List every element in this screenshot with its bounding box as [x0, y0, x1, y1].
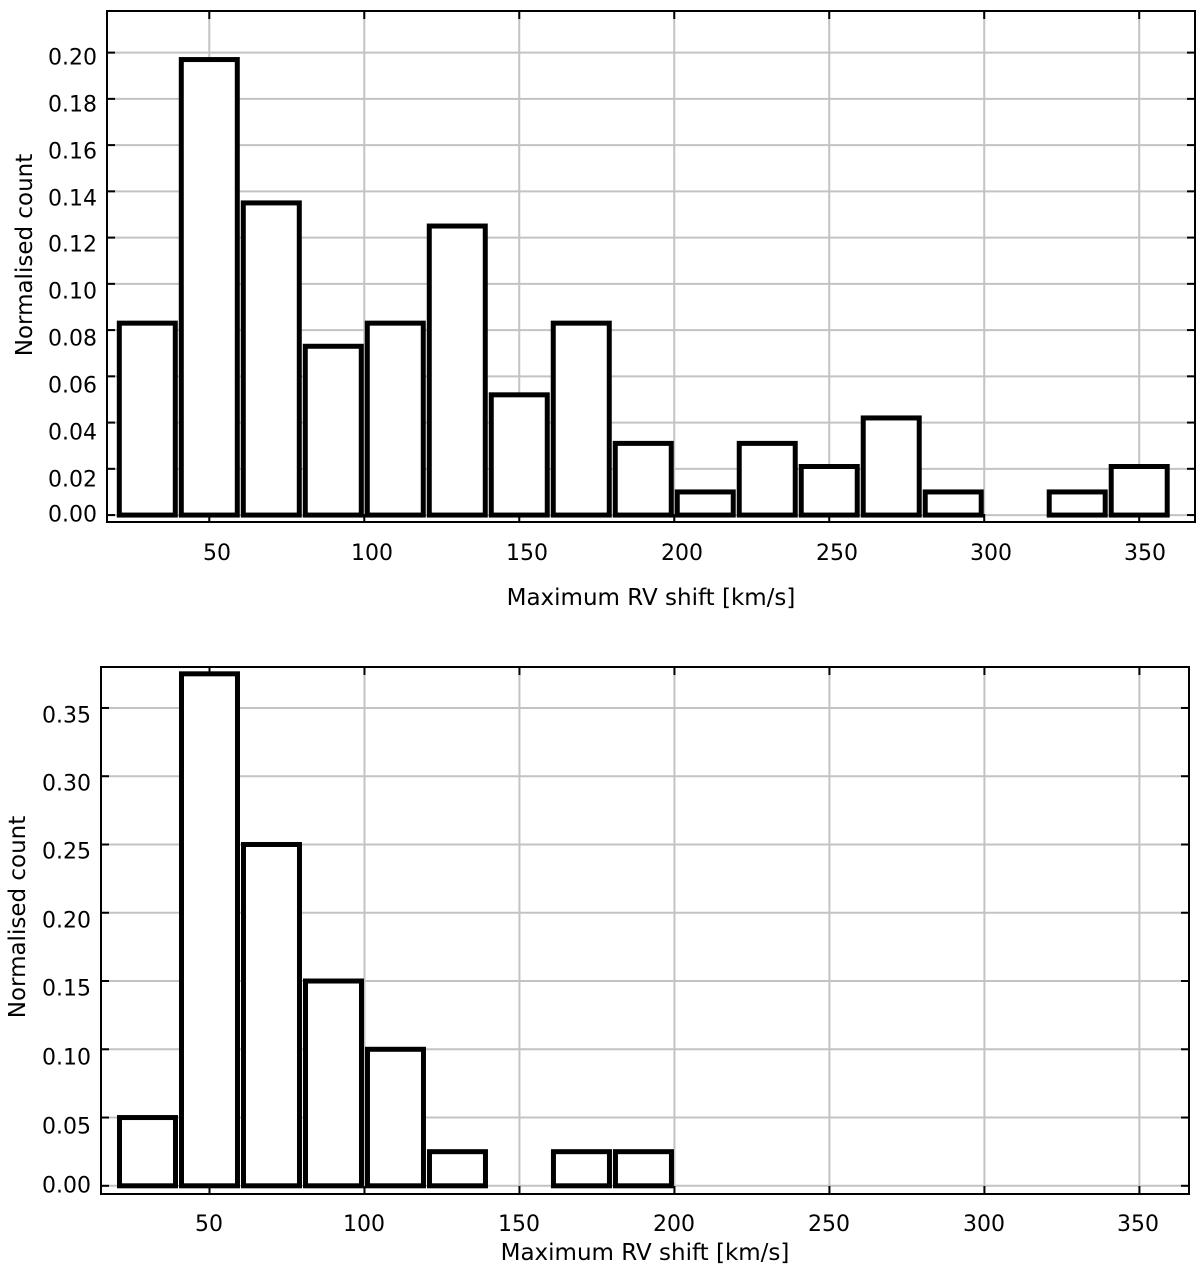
- histogram-bar: [736, 440, 798, 518]
- bottom-x-tick-label: 300: [963, 1212, 1005, 1237]
- bottom-x-tick-label: 150: [498, 1212, 540, 1237]
- top-x-tick-label: 300: [970, 541, 1012, 566]
- top-y-tick-label: 0.12: [48, 233, 97, 258]
- histogram-bar: [364, 1046, 426, 1189]
- bottom-x-tick-label: 200: [653, 1212, 695, 1237]
- bottom-y-tick-label: 0.20: [42, 909, 91, 934]
- bottom-y-tick-label: 0.05: [42, 1115, 91, 1140]
- bottom-y-tick-label: 0.00: [42, 1174, 91, 1199]
- top-y-tick-label: 0.02: [48, 468, 97, 493]
- bottom-x-axis-label: Maximum RV shift [km/s]: [501, 1240, 790, 1266]
- histogram-bar: [426, 1149, 488, 1189]
- histogram-bar: [674, 489, 736, 518]
- histogram-bar: [302, 343, 364, 518]
- histogram-bar: [550, 320, 612, 518]
- top-x-tick-label: 150: [506, 541, 548, 566]
- bottom-y-tick-label: 0.25: [42, 840, 91, 865]
- histogram-bar: [178, 671, 240, 1189]
- bottom-y-axis-label: Normalised count: [5, 816, 31, 1019]
- histogram-bar: [1046, 489, 1108, 518]
- bottom-x-tick-label: 250: [808, 1212, 850, 1237]
- bottom-plot-frame: [100, 666, 1190, 1195]
- histogram-bar: [798, 464, 860, 518]
- bottom-ticks: [101, 667, 1189, 1194]
- histogram-bar: [1108, 464, 1170, 518]
- top-histogram-panel: 50 100 150 200 250 300 350 0.00 0.02 0.0…: [12, 10, 1196, 611]
- histogram-bar: [302, 978, 364, 1189]
- bottom-x-tick-label: 100: [343, 1212, 385, 1237]
- top-x-tick-label: 200: [661, 541, 703, 566]
- histogram-bar: [240, 841, 302, 1189]
- bottom-histogram-panel: 50 100 150 200 250 300 350 0.00 0.05 0.1…: [5, 666, 1190, 1266]
- histogram-bar: [116, 1115, 178, 1189]
- top-y-tick-label: 0.00: [48, 503, 97, 528]
- top-y-tick-label: 0.20: [48, 46, 97, 71]
- histogram-bar: [860, 415, 922, 518]
- top-x-tick-label: 100: [351, 541, 393, 566]
- top-x-axis-label: Maximum RV shift [km/s]: [507, 585, 796, 611]
- bottom-x-tick-label: 350: [1117, 1212, 1159, 1237]
- top-x-tick-label: 50: [203, 541, 231, 566]
- top-y-tick-label: 0.10: [48, 280, 97, 305]
- top-x-tick-label: 350: [1124, 541, 1166, 566]
- top-y-axis-label: Normalised count: [12, 154, 38, 357]
- bottom-y-tick-label: 0.30: [42, 772, 91, 797]
- histogram-bar: [364, 320, 426, 518]
- histogram-bar: [116, 320, 178, 518]
- histogram-bar: [178, 57, 240, 518]
- histogram-bar: [550, 1149, 612, 1189]
- top-bars: [116, 57, 1170, 518]
- top-y-tick-label: 0.06: [48, 374, 97, 399]
- top-y-tick-label: 0.04: [48, 421, 97, 446]
- histogram-bar: [612, 440, 674, 518]
- top-y-tick-label: 0.14: [48, 187, 97, 212]
- top-ticks: [107, 11, 1195, 522]
- bottom-x-tick-label: 50: [195, 1212, 223, 1237]
- bottom-y-tick-label: 0.10: [42, 1046, 91, 1071]
- histogram-bar: [240, 200, 302, 518]
- histogram-bar: [612, 1149, 674, 1189]
- top-y-tick-label: 0.18: [48, 93, 97, 118]
- histogram-bar: [922, 489, 984, 518]
- top-y-tick-label: 0.16: [48, 140, 97, 165]
- top-x-tick-label: 250: [816, 541, 858, 566]
- bottom-y-tick-label: 0.35: [42, 704, 91, 729]
- bottom-bars: [116, 671, 674, 1189]
- top-plot-frame: [106, 10, 1196, 523]
- top-y-tick-label: 0.08: [48, 327, 97, 352]
- histogram-bar: [488, 392, 550, 518]
- histogram-bar: [426, 223, 488, 518]
- bottom-y-tick-label: 0.15: [42, 977, 91, 1002]
